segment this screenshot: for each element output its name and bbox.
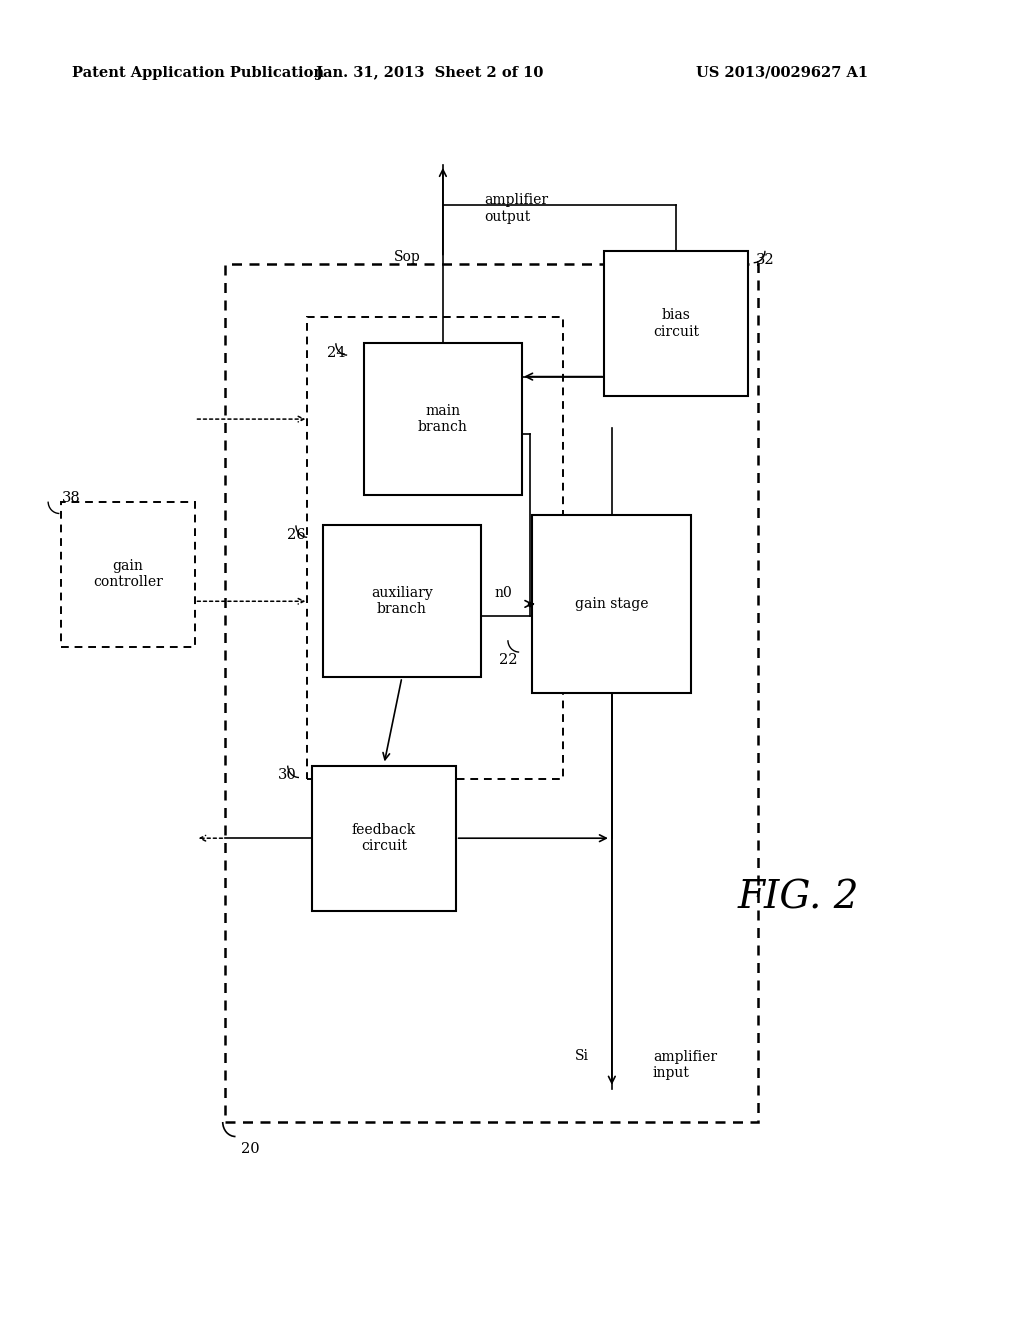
Text: gain
controller: gain controller: [93, 560, 163, 589]
Text: 26: 26: [287, 528, 305, 543]
Text: 22: 22: [499, 653, 517, 668]
Text: FIG. 2: FIG. 2: [737, 879, 859, 916]
Text: amplifier
input: amplifier input: [653, 1051, 717, 1080]
Text: main
branch: main branch: [418, 404, 468, 434]
Text: 32: 32: [756, 253, 774, 268]
Bar: [307, 317, 563, 779]
Text: Si: Si: [575, 1049, 590, 1063]
Bar: [312, 766, 456, 911]
Bar: [604, 251, 748, 396]
Bar: [532, 515, 691, 693]
Text: amplifier
output: amplifier output: [483, 194, 548, 223]
Text: Patent Application Publication: Patent Application Publication: [72, 66, 324, 79]
Bar: [364, 343, 522, 495]
Text: 30: 30: [279, 768, 297, 783]
Bar: [225, 264, 758, 1122]
Text: US 2013/0029627 A1: US 2013/0029627 A1: [696, 66, 868, 79]
Text: auxiliary
branch: auxiliary branch: [371, 586, 433, 616]
Text: Sop: Sop: [393, 251, 420, 264]
Text: n0: n0: [495, 586, 512, 601]
Text: feedback
circuit: feedback circuit: [352, 824, 416, 853]
Text: 20: 20: [241, 1142, 259, 1156]
Text: gain stage: gain stage: [575, 597, 648, 611]
Text: bias
circuit: bias circuit: [653, 309, 698, 338]
Bar: [61, 502, 195, 647]
Text: 24: 24: [327, 346, 345, 360]
Text: 38: 38: [61, 491, 80, 506]
Bar: [323, 525, 481, 677]
Text: Jan. 31, 2013  Sheet 2 of 10: Jan. 31, 2013 Sheet 2 of 10: [316, 66, 544, 79]
